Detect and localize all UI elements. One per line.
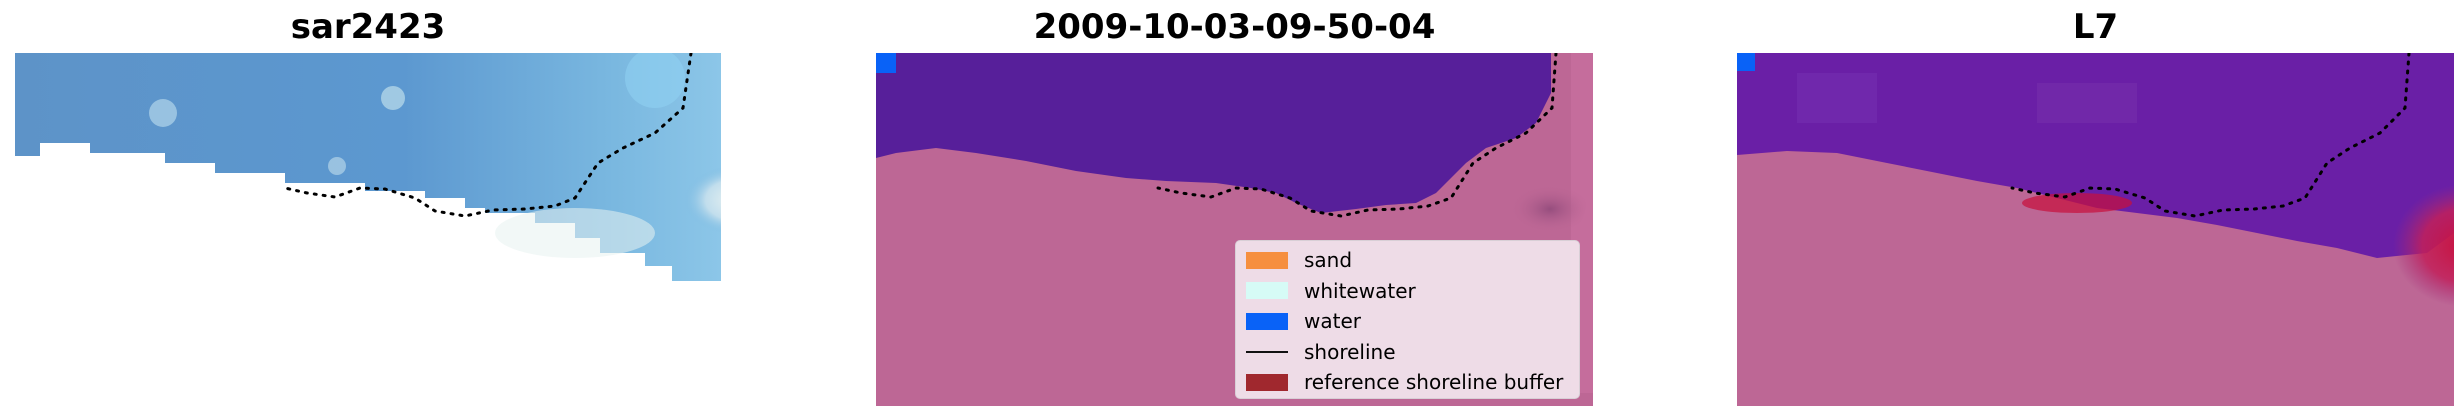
legend-label: whitewater xyxy=(1304,278,1416,303)
legend-label: shoreline xyxy=(1304,339,1396,364)
legend: sand whitewater water shoreline referenc… xyxy=(1235,240,1580,399)
legend-swatch-sand xyxy=(1246,251,1288,269)
shoreline-dotted xyxy=(2010,53,2411,218)
legend-item-sand: sand xyxy=(1246,245,1569,276)
legend-swatch-water xyxy=(1246,312,1288,330)
legend-item-water: water xyxy=(1246,306,1569,337)
mndwi-panel xyxy=(1737,53,2454,406)
legend-swatch-shoreline xyxy=(1246,350,1288,353)
legend-label: reference shoreline buffer xyxy=(1304,370,1564,395)
legend-label: water xyxy=(1304,309,1361,334)
panel-title-rgb: sar2423 xyxy=(290,7,446,47)
legend-label: sand xyxy=(1304,248,1353,273)
shoreline-dotted xyxy=(283,53,693,218)
legend-swatch-whitewater xyxy=(1246,282,1288,300)
rgb-image-panel xyxy=(15,53,721,281)
panel-title-classification: 2009-10-03-09-50-04 xyxy=(1033,7,1436,47)
shoreline-dotted xyxy=(1156,53,1558,218)
water-pixel xyxy=(876,53,896,73)
legend-item-whitewater: whitewater xyxy=(1246,276,1569,307)
legend-swatch-buffer xyxy=(1246,373,1288,391)
classification-panel xyxy=(876,53,1593,406)
rgb-water-area xyxy=(15,53,721,281)
panel-title-mndwi: L7 xyxy=(2072,7,2119,47)
legend-item-buffer: reference shoreline buffer xyxy=(1246,367,1569,398)
legend-item-shoreline: shoreline xyxy=(1246,337,1569,368)
class-water-area xyxy=(876,53,1551,213)
